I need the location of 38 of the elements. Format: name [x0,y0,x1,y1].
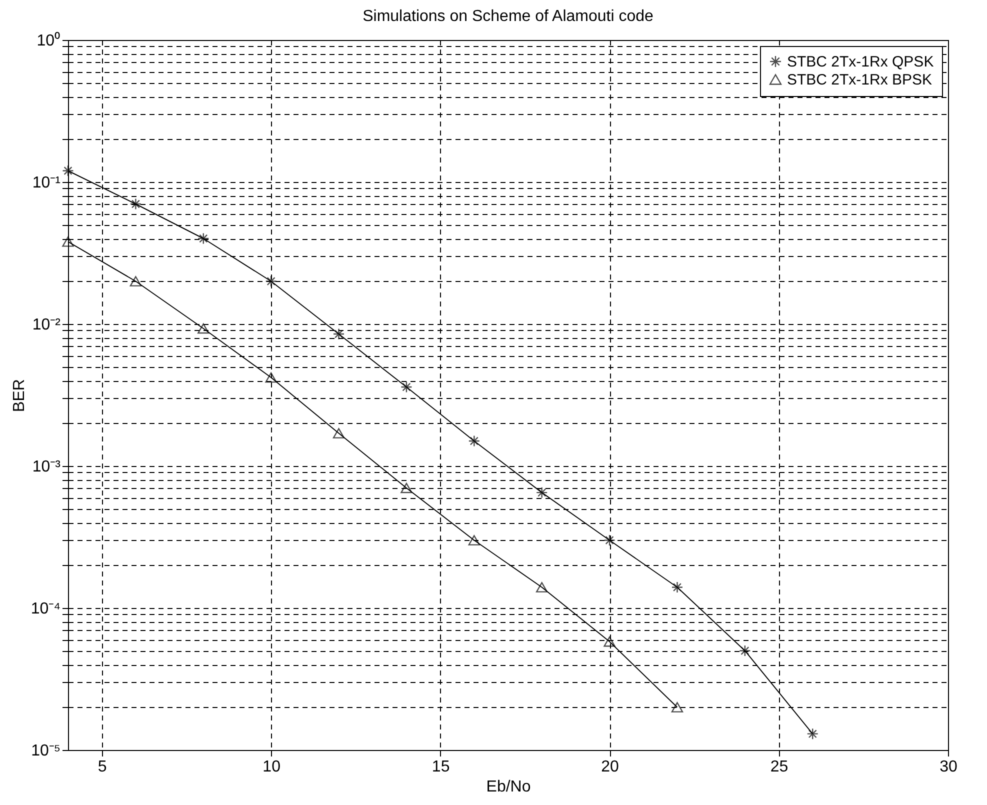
legend-label: STBC 2Tx-1Rx QPSK [787,54,934,70]
x-tick-label: 25 [770,758,788,776]
chart-title: Simulations on Scheme of Alamouti code [362,8,654,25]
point [671,702,684,712]
point [536,486,548,498]
point [198,323,210,334]
legend-label: STBC 2Tx-1Rx BPSK [787,72,932,88]
y-axis-title: BER [10,379,28,412]
point [604,636,616,647]
point [62,164,74,177]
x-tick-label: 5 [98,758,107,776]
point [536,582,548,592]
point [332,428,345,438]
point [806,728,818,740]
point [332,328,345,340]
x-axis-title: Eb/No [486,778,531,796]
x-tick-label: 20 [601,758,620,776]
point [198,232,210,244]
point [265,372,277,383]
point [468,535,480,546]
y-tick-label: 10⁻⁵ [31,742,60,760]
point [400,482,412,494]
point [604,534,616,546]
y-tick-label: 10⁻¹ [32,174,60,192]
x-tick-label: 10 [262,758,281,776]
x-tick-label: 30 [940,758,958,776]
point [468,435,480,447]
point [400,381,412,393]
y-tick-label: 10⁻² [32,316,62,334]
point [130,198,142,210]
point [739,644,751,657]
y-tick-label: 10⁻³ [32,458,62,476]
y-tick-label: 10⁰ [36,32,60,50]
x-tick-label: 15 [432,758,450,776]
point [265,275,277,288]
point [130,276,142,286]
y-tick-label: 10⁻⁴ [30,600,61,618]
point [671,581,684,594]
